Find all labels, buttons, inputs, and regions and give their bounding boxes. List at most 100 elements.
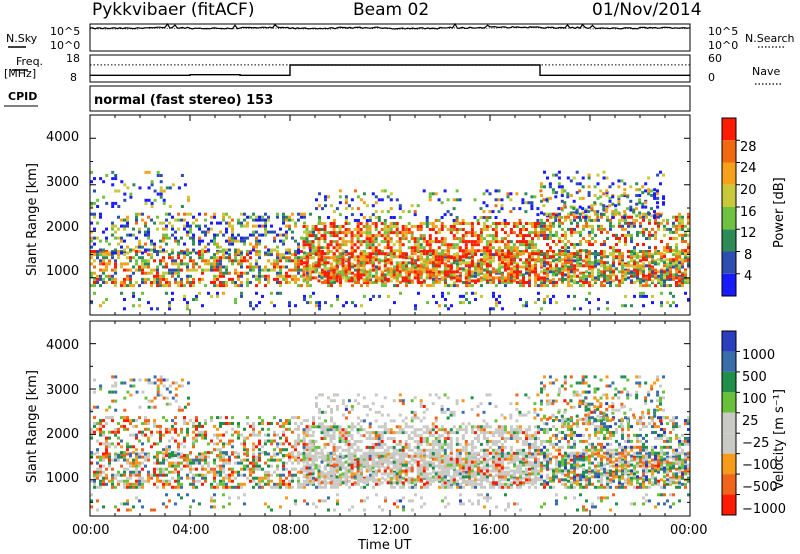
power-cell: [572, 211, 576, 215]
power-cell: [183, 212, 186, 216]
power-cell: [633, 281, 636, 284]
velocity-cell: [501, 482, 504, 486]
power-cell: [492, 307, 495, 311]
velocity-cell: [270, 455, 273, 459]
power-cell: [435, 301, 438, 305]
velocity-cell: [180, 461, 183, 465]
velocity-cell: [174, 467, 177, 471]
power-cell: [171, 183, 175, 187]
power-cell: [537, 298, 540, 301]
velocity-cell: [96, 485, 99, 489]
vel-cbar-tick-neg1000: −1000: [742, 502, 786, 517]
power-cell: [540, 221, 543, 225]
power-cell: [330, 274, 333, 278]
velocity-cell: [441, 470, 444, 474]
power-cell: [294, 259, 297, 263]
power-cell: [344, 243, 348, 247]
power-cell: [587, 194, 591, 197]
power-cell: [347, 279, 351, 283]
power-cell: [656, 173, 660, 177]
power-cell: [114, 271, 117, 275]
power-cell: [498, 294, 501, 298]
power-cell: [672, 262, 675, 266]
power-cell: [489, 281, 492, 284]
velocity-cell: [171, 476, 174, 480]
power-cell: [187, 195, 190, 199]
power-cell: [306, 301, 309, 305]
power-cell: [144, 224, 147, 228]
power-cell: [669, 230, 672, 234]
power-cell: [540, 182, 543, 186]
power-cell: [374, 246, 378, 250]
velocity-cell: [462, 470, 465, 474]
power-cell: [383, 252, 387, 256]
power-cell: [605, 176, 609, 180]
velocity-cell: [159, 461, 162, 465]
velocity-cell: [474, 464, 477, 468]
velocity-cell: [162, 482, 165, 486]
power-cell: [584, 219, 588, 222]
velocity-cell: [285, 476, 288, 480]
power-cell: [323, 246, 327, 250]
power-cell: [213, 236, 216, 240]
power-cell: [576, 264, 579, 268]
power-cell: [311, 234, 315, 238]
power-cell: [543, 185, 546, 189]
power-cell: [380, 270, 384, 274]
power-cell: [111, 233, 114, 237]
power-cell: [207, 268, 210, 272]
power-cell: [416, 237, 420, 241]
power-cell: [522, 234, 525, 238]
power-cell: [585, 221, 588, 225]
power-cell: [428, 243, 432, 247]
velocity-cell: [369, 473, 372, 477]
velocity-cell: [276, 473, 279, 477]
power-cell: [452, 207, 456, 211]
power-cell: [519, 273, 522, 277]
power-cell: [617, 211, 621, 215]
power-cell: [258, 271, 261, 275]
cpid-panel-frame: [89, 85, 691, 112]
power-cell: [525, 267, 528, 271]
velocity-cell: [549, 467, 552, 471]
power-cell: [231, 218, 234, 222]
velocity-cell: [396, 458, 399, 462]
power-cell: [573, 227, 576, 231]
power-cell: [294, 239, 297, 243]
power-cell: [335, 231, 339, 235]
power-cell: [332, 273, 336, 277]
velocity-cell: [555, 461, 558, 465]
velocity-cell: [102, 482, 105, 486]
power-cell: [558, 270, 561, 274]
power-cell: [560, 199, 564, 203]
power-cell: [492, 253, 495, 257]
power-cell: [225, 251, 228, 255]
power-cell: [464, 255, 468, 259]
power-cell: [425, 225, 429, 228]
power-cell: [126, 274, 129, 278]
power-cell: [198, 253, 201, 257]
power-cell: [416, 225, 420, 228]
power-cell: [672, 253, 675, 257]
power-cell: [425, 252, 429, 256]
power-cell: [684, 240, 687, 243]
power-cell: [485, 267, 489, 271]
power-cell: [575, 170, 579, 174]
power-cell: [452, 237, 456, 241]
power-cell: [611, 195, 615, 199]
velocity-cell: [480, 455, 483, 459]
power-cell: [642, 233, 645, 237]
velocity-cell: [276, 482, 279, 486]
power-cell: [311, 252, 315, 256]
velocity-cell: [531, 452, 534, 456]
power-cell: [317, 255, 321, 259]
velocity-cell: [111, 476, 114, 480]
velocity-cell: [144, 455, 147, 459]
power-cell: [302, 270, 306, 274]
power-cell: [512, 231, 516, 235]
power-cell: [237, 251, 240, 255]
power-cell: [593, 185, 597, 189]
power-cell: [618, 259, 621, 263]
power-cell: [657, 274, 660, 278]
power-cell: [380, 273, 384, 277]
